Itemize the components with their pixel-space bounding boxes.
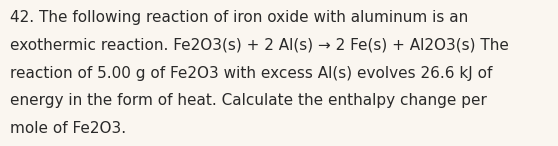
Text: reaction of 5.00 g of Fe2O3 with excess Al(s) evolves 26.6 kJ of: reaction of 5.00 g of Fe2O3 with excess … — [10, 66, 492, 81]
Text: mole of Fe2O3.: mole of Fe2O3. — [10, 121, 126, 136]
Text: exothermic reaction. Fe2O3(s) + 2 Al(s) → 2 Fe(s) + Al2O3(s) The: exothermic reaction. Fe2O3(s) + 2 Al(s) … — [10, 38, 509, 53]
Text: energy in the form of heat. Calculate the enthalpy change per: energy in the form of heat. Calculate th… — [10, 93, 487, 108]
Text: 42. The following reaction of iron oxide with aluminum is an: 42. The following reaction of iron oxide… — [10, 10, 468, 25]
